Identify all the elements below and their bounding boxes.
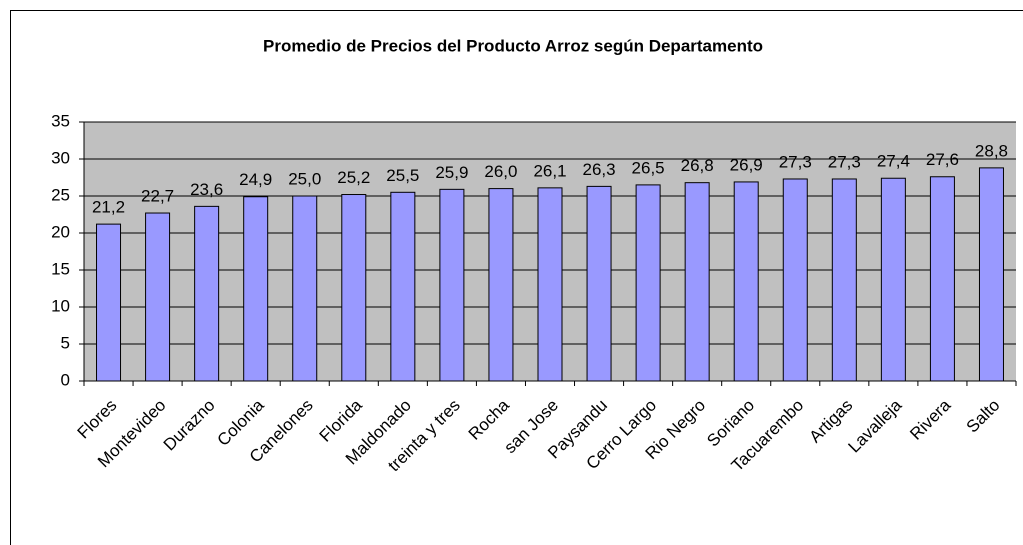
value-label: 27,6 (926, 150, 959, 169)
y-tick-label: 5 (61, 333, 70, 352)
value-label: 26,8 (681, 156, 714, 175)
bar (635, 184, 661, 382)
value-label: 27,3 (779, 152, 812, 171)
bar (782, 178, 808, 382)
value-label: 25,9 (435, 163, 468, 182)
y-tick-label: 35 (51, 111, 70, 130)
value-label: 27,4 (877, 152, 910, 171)
bar (341, 194, 367, 382)
bar (439, 188, 465, 382)
bar (929, 176, 955, 382)
bar (390, 191, 416, 382)
y-tick-label: 25 (51, 185, 70, 204)
value-label: 23,6 (190, 180, 223, 199)
bar (488, 188, 514, 382)
bar (880, 177, 906, 382)
y-tick-label: 15 (51, 259, 70, 278)
value-label: 26,0 (484, 162, 517, 181)
bar (145, 212, 171, 382)
value-label: 25,0 (288, 169, 321, 188)
bar (537, 187, 563, 382)
value-label: 25,5 (386, 166, 419, 185)
y-tick-label: 20 (51, 222, 70, 241)
y-tick-label: 10 (51, 296, 70, 315)
bar (733, 181, 759, 382)
bar (243, 196, 269, 382)
bar (194, 205, 220, 382)
bar (978, 167, 1004, 382)
value-label: 26,3 (583, 160, 616, 179)
value-label: 26,9 (730, 155, 763, 174)
value-label: 26,1 (533, 161, 566, 180)
value-label: 24,9 (239, 170, 272, 189)
value-label: 21,2 (92, 198, 125, 217)
bar (831, 178, 857, 382)
bar (96, 223, 122, 382)
bar (292, 195, 318, 382)
bar (586, 185, 612, 382)
bar (684, 182, 710, 382)
y-tick-label: 30 (51, 148, 70, 167)
value-label: 28,8 (975, 141, 1008, 160)
value-label: 25,2 (337, 168, 370, 187)
value-label: 27,3 (828, 152, 861, 171)
value-label: 22,7 (141, 187, 174, 206)
chart-title: Promedio de Precios del Producto Arroz s… (263, 36, 763, 55)
value-label: 26,5 (632, 158, 665, 177)
y-tick-label: 0 (61, 370, 70, 389)
